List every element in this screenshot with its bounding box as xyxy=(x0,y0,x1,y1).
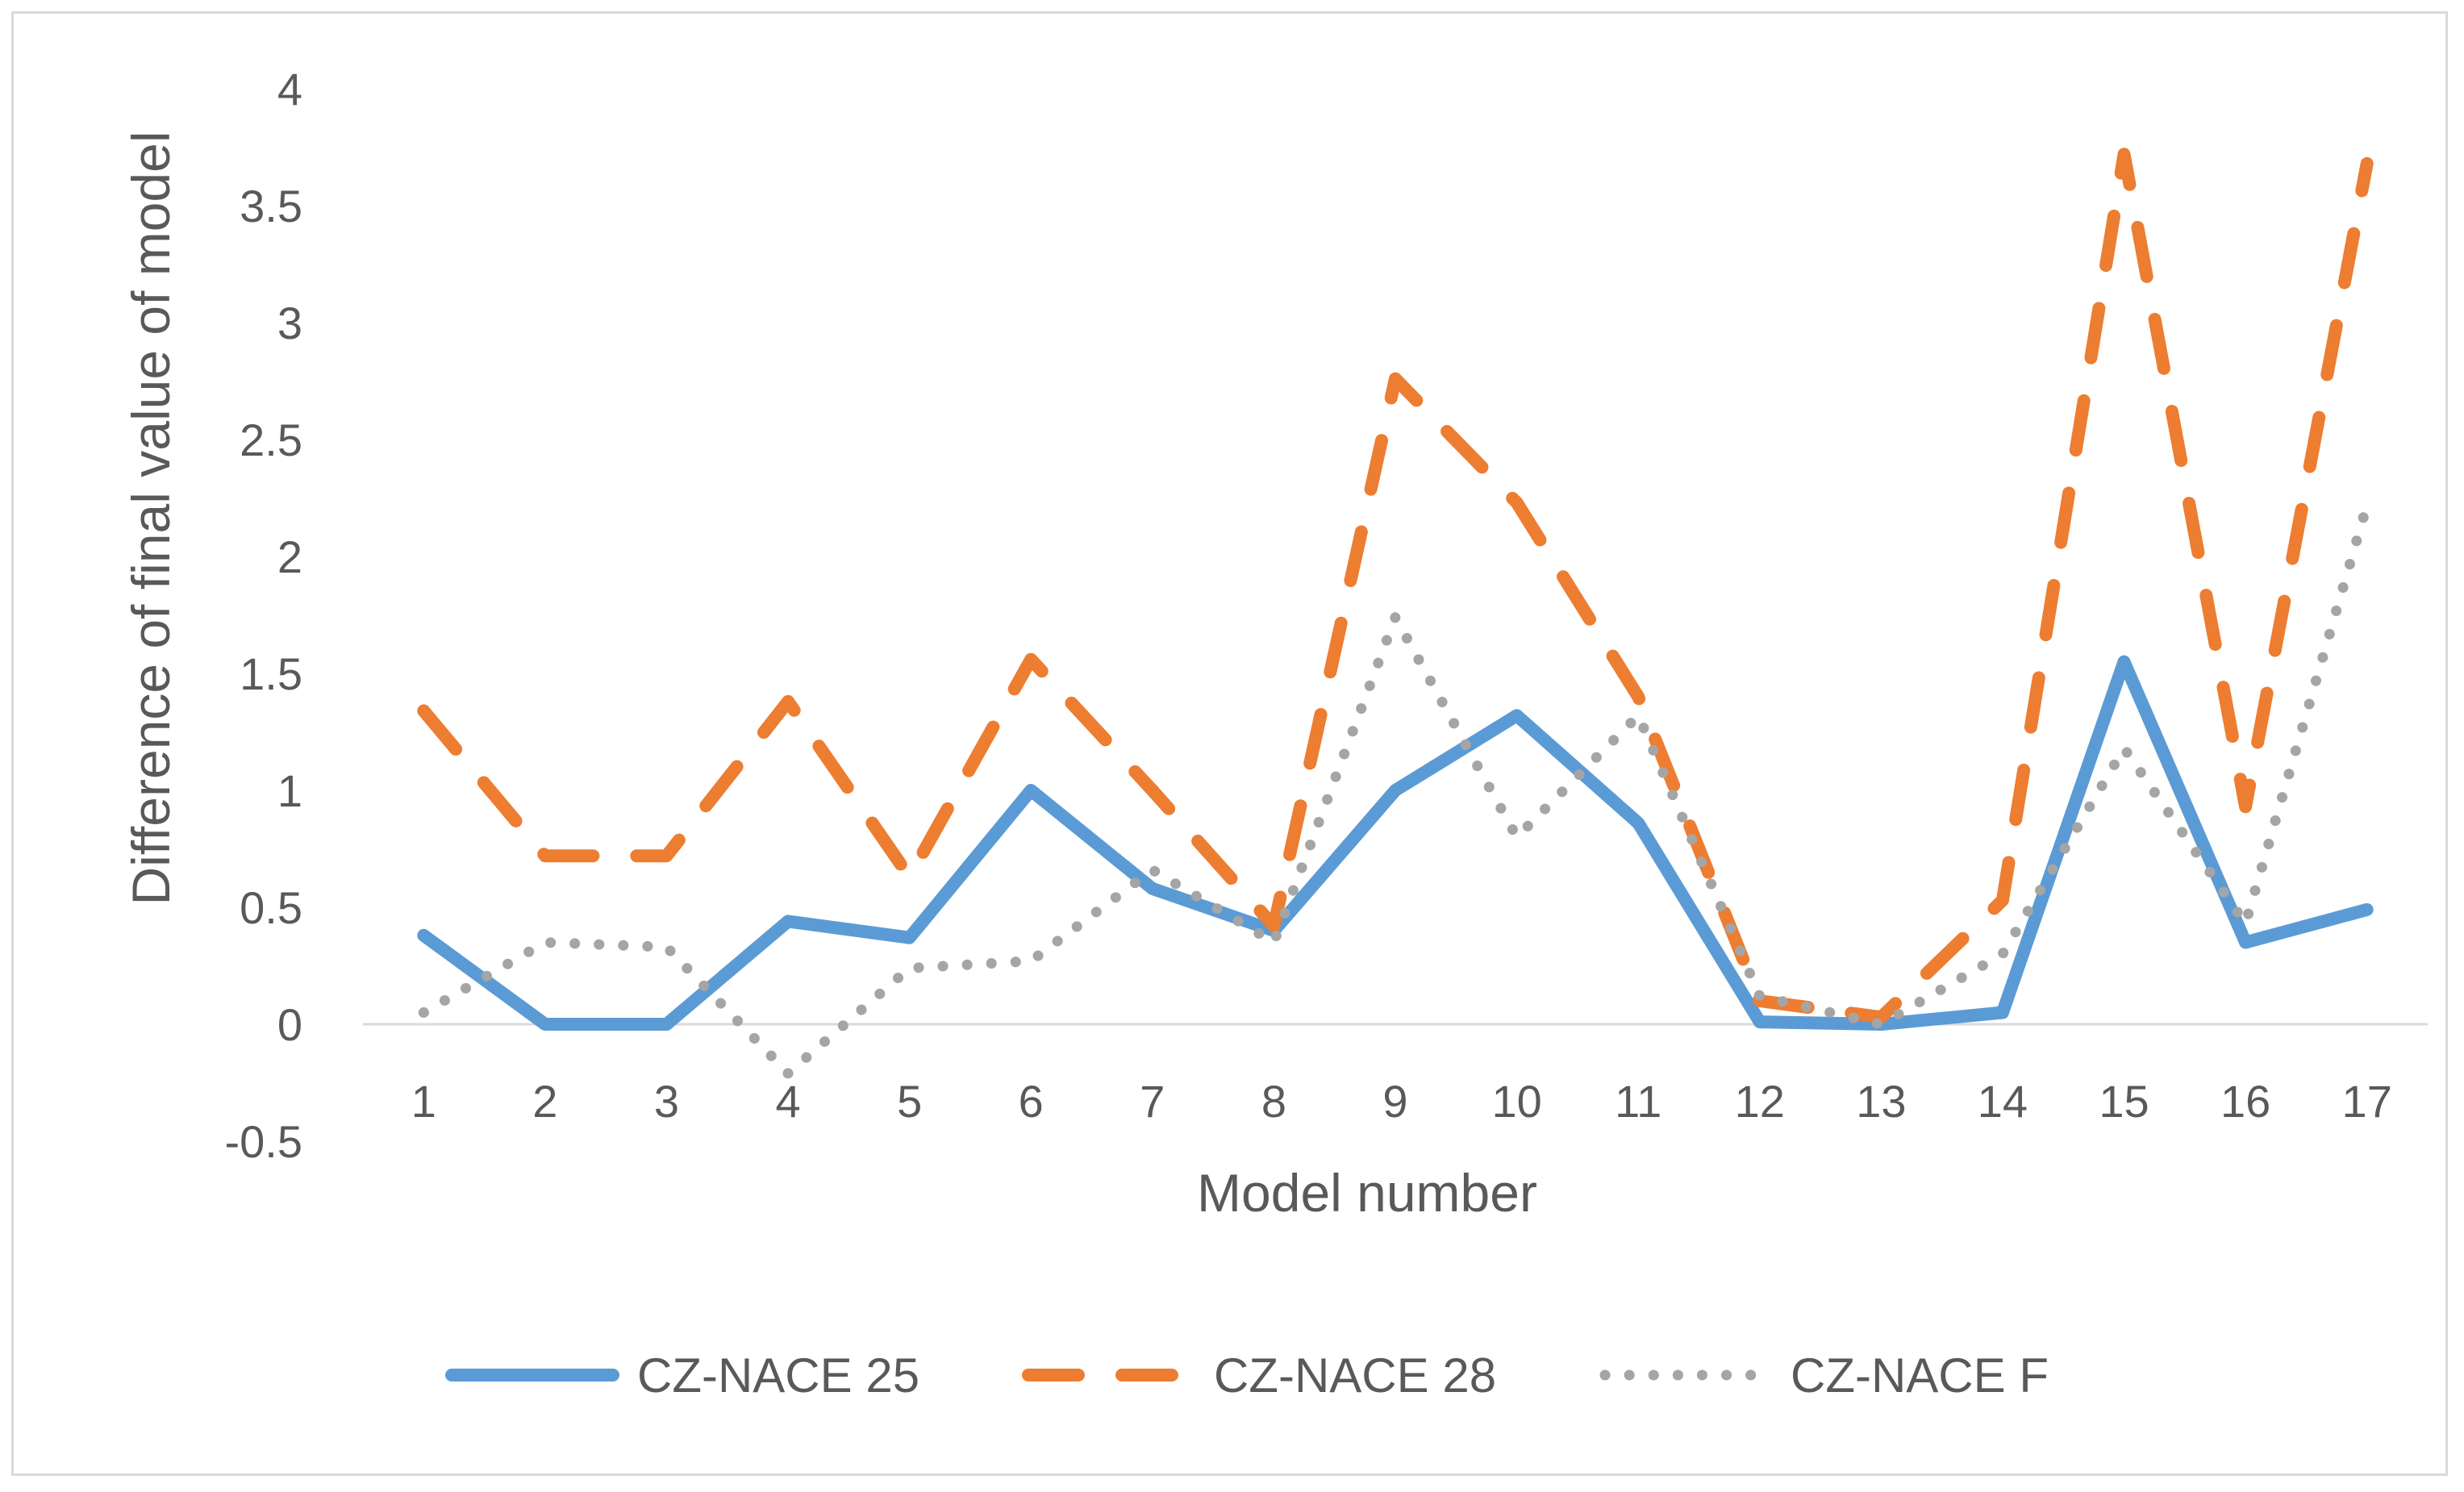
x-tick-label: 12 xyxy=(1735,1076,1785,1127)
series-line-cz-nace-25 xyxy=(417,655,2374,1031)
y-tick-label: 1.5 xyxy=(240,648,302,699)
x-tick-label: 15 xyxy=(2099,1076,2149,1127)
series-line-cz-nace-28 xyxy=(417,148,2374,1024)
y-tick-label: 2.5 xyxy=(240,415,302,465)
x-tick-label: 5 xyxy=(897,1076,922,1127)
legend: CZ-NACE 25 CZ-NACE 28 CZ-NACE F xyxy=(445,1348,2049,1402)
legend-label: CZ-NACE 25 xyxy=(637,1348,919,1402)
y-tick-label: 3.5 xyxy=(240,181,302,231)
chart-frame xyxy=(11,11,2448,1476)
x-tick-labels: 1 2 3 4 5 6 7 8 9 10 11 12 13 14 15 16 17 xyxy=(411,1076,2392,1127)
x-axis-title: Model number xyxy=(1197,1163,1537,1223)
x-tick-label: 2 xyxy=(532,1076,557,1127)
x-tick-label: 11 xyxy=(1615,1076,1661,1127)
x-tick-label: 6 xyxy=(1019,1076,1044,1127)
y-tick-label: 4 xyxy=(277,64,302,115)
y-tick-label: 3 xyxy=(277,298,302,348)
y-tick-labels: -0.5 0 0.5 1 1.5 2 2.5 3 3.5 4 xyxy=(225,64,303,1167)
series-line-cz-nace-f xyxy=(418,499,2373,1079)
y-tick-label: 0 xyxy=(277,999,302,1050)
x-tick-label: 4 xyxy=(775,1076,800,1127)
series-lines xyxy=(417,148,2374,1079)
x-tick-label: 16 xyxy=(2220,1076,2270,1127)
x-tick-label: 10 xyxy=(1491,1076,1541,1127)
y-axis-title: Difference of final value of model xyxy=(121,131,181,906)
x-tick-label: 17 xyxy=(2342,1076,2392,1127)
y-tick-label: 2 xyxy=(277,531,302,582)
y-tick-label: 1 xyxy=(277,765,302,816)
x-tick-label: 1 xyxy=(411,1076,436,1127)
legend-label: CZ-NACE F xyxy=(1791,1348,2049,1402)
x-tick-label: 8 xyxy=(1261,1076,1286,1127)
x-tick-label: 14 xyxy=(1978,1076,2028,1127)
x-tick-label: 7 xyxy=(1140,1076,1165,1127)
x-tick-label: 13 xyxy=(1856,1076,1906,1127)
y-tick-label: -0.5 xyxy=(225,1116,303,1167)
legend-label: CZ-NACE 28 xyxy=(1214,1348,1496,1402)
y-tick-label: 0.5 xyxy=(240,882,302,933)
x-tick-label: 9 xyxy=(1382,1076,1407,1127)
x-tick-label: 3 xyxy=(654,1076,679,1127)
